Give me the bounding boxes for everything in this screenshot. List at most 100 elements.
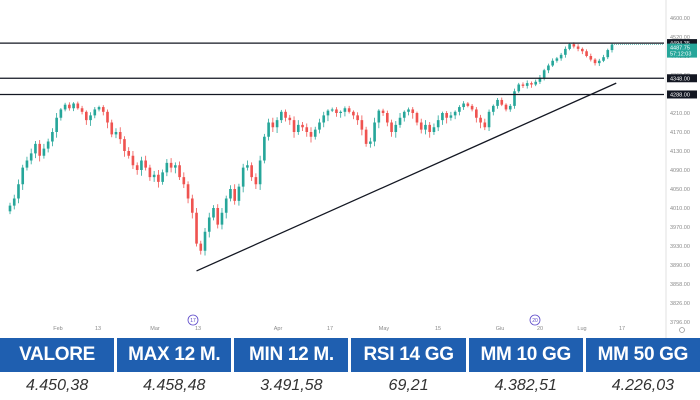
candle-body — [322, 115, 326, 123]
x-tick-label: Giu — [496, 326, 505, 332]
stats-table: VALORE 4.450,38 MAX 12 M. 4.458,48 MIN 1… — [0, 338, 700, 400]
stat-min-12m: MIN 12 M. 3.491,58 — [234, 338, 349, 400]
candle-body — [318, 122, 321, 130]
candle-body — [432, 127, 436, 132]
candle-body — [55, 117, 58, 132]
candle-body — [127, 151, 131, 156]
candle-body — [398, 117, 402, 125]
candle-body — [182, 177, 186, 185]
candle-body — [347, 108, 351, 112]
candle-body — [131, 155, 135, 166]
candle-body — [161, 172, 164, 182]
candle-body — [542, 70, 546, 78]
stat-max-12m: MAX 12 M. 4.458,48 — [117, 338, 232, 400]
candle-body — [84, 111, 88, 121]
level-label: 4288.00 — [670, 92, 690, 98]
x-tick-label: 15 — [435, 326, 441, 332]
y-tick-label: 4050.00 — [670, 187, 690, 193]
candle-body — [470, 105, 474, 110]
x-tick-label: May — [379, 326, 390, 332]
stat-mm-10: MM 10 GG 4.382,51 — [468, 338, 583, 400]
candle-body — [508, 105, 512, 110]
candle-body — [593, 59, 597, 64]
candle-body — [21, 167, 25, 185]
candle-body — [525, 83, 529, 86]
candle-body — [309, 132, 313, 137]
stat-label: RSI 14 GG — [351, 338, 466, 372]
candle-body — [118, 132, 122, 140]
candle-body — [68, 104, 71, 109]
stat-value: 69,21 — [351, 372, 466, 400]
candle-body — [254, 177, 258, 185]
price-chart[interactable]: 4600.004520.004440.004360.004290.004210.… — [0, 0, 700, 338]
candle-body — [568, 44, 571, 49]
candle-body — [602, 57, 605, 61]
candle-body — [564, 48, 567, 55]
candle-body — [551, 60, 554, 66]
candle-body — [339, 111, 342, 113]
candle-body — [335, 109, 338, 113]
candle-body — [135, 165, 139, 170]
candle-body — [343, 108, 347, 112]
candle-body — [402, 111, 406, 118]
event-marker-icon — [529, 314, 541, 326]
candle-body — [513, 91, 516, 106]
candle-body — [174, 165, 177, 168]
candle-body — [419, 122, 423, 130]
candle-body — [483, 122, 487, 128]
candle-body — [186, 184, 190, 199]
y-tick-label: 4210.00 — [670, 111, 690, 117]
candle-body — [491, 105, 495, 112]
x-tick-label: 17 — [619, 326, 625, 332]
candle-body — [93, 109, 97, 116]
candle-body — [284, 111, 287, 118]
countdown-label: 57:12:03 — [670, 52, 691, 58]
y-tick-label: 4090.00 — [670, 168, 690, 174]
candle-body — [369, 141, 372, 144]
level-label-bg — [667, 74, 697, 83]
candle-body — [292, 120, 296, 132]
price-label: 4487.75 — [670, 46, 690, 52]
candle-body — [555, 58, 559, 61]
candle-body — [63, 104, 67, 110]
candle-body — [330, 109, 334, 111]
level-label-bg — [667, 39, 697, 48]
candle-body — [246, 165, 249, 168]
candle-body — [241, 167, 245, 187]
candle-body — [428, 124, 432, 132]
stat-label: MM 10 GG — [468, 338, 583, 372]
candle-body — [326, 110, 330, 116]
candle-body — [458, 107, 461, 112]
candle-body — [280, 111, 283, 121]
candle-body — [203, 231, 207, 251]
candle-body — [220, 212, 224, 225]
candle-body — [46, 141, 50, 149]
price-chart-svg: 4600.004520.004440.004360.004290.004210.… — [0, 0, 697, 338]
candle-body — [250, 165, 253, 178]
candle-body — [313, 129, 317, 137]
candle-body — [25, 160, 29, 168]
candle-body — [559, 54, 563, 59]
y-tick-label: 3796.00 — [670, 320, 690, 326]
candle-body — [288, 117, 292, 121]
candle-body — [34, 143, 37, 154]
candle-body — [441, 113, 444, 121]
y-tick-label: 4130.00 — [670, 149, 690, 155]
candle-body — [190, 198, 194, 213]
candle-body — [38, 143, 41, 156]
candle-body — [415, 113, 419, 123]
settings-icon — [679, 327, 685, 333]
candle-body — [521, 84, 525, 86]
candle-body — [517, 84, 521, 92]
candle-body — [224, 198, 228, 213]
candle-body — [157, 174, 160, 182]
candle-body — [123, 139, 126, 151]
candle-body — [80, 108, 84, 112]
candle-body — [51, 132, 54, 142]
candle-body — [436, 120, 440, 128]
y-tick-label: 3826.00 — [670, 301, 690, 307]
candle-body — [479, 117, 482, 123]
candle-body — [233, 189, 237, 201]
stat-label: MM 50 GG — [585, 338, 700, 372]
candle-body — [258, 160, 262, 185]
